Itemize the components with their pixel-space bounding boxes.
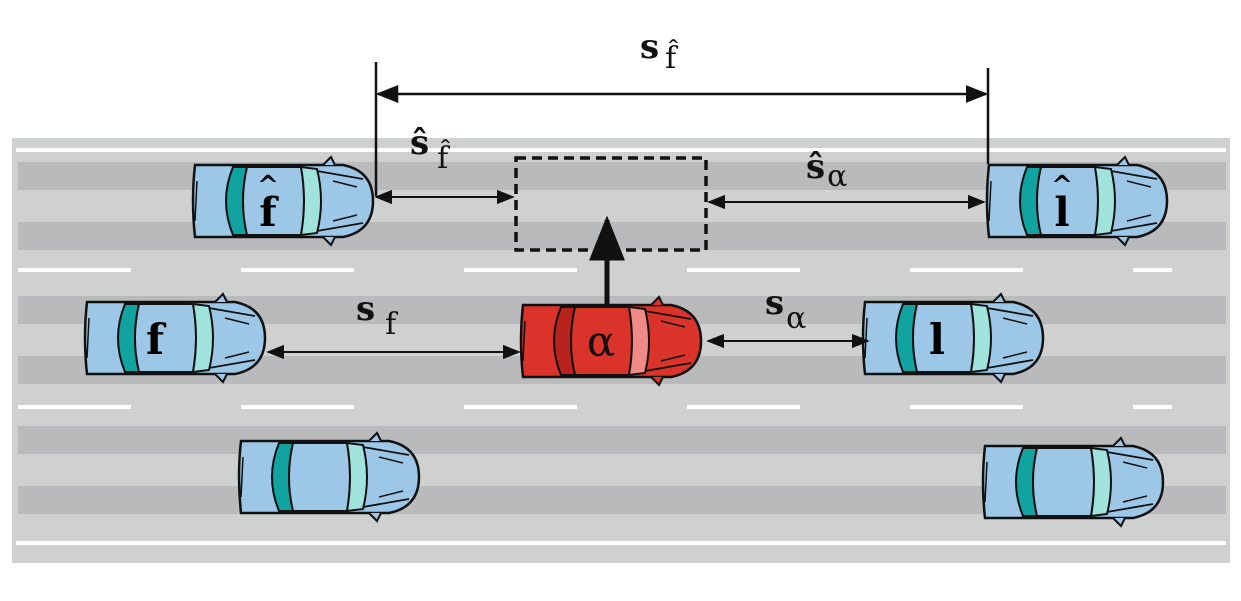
current-leader-gap-label: sα (765, 283, 806, 334)
target-leader-gap-label: ŝα (806, 147, 847, 192)
current-follower-gap-label-main: s (356, 289, 376, 329)
target-leader-gap-label-main: ŝ (806, 147, 826, 187)
other-car (237, 431, 421, 523)
total-gap-label-sub: f̂ (665, 41, 677, 76)
target-follower-car (191, 155, 375, 247)
car-label-current-follower: f (146, 315, 167, 364)
current-leader-car (861, 292, 1045, 384)
car-label-target-leader: l (1054, 189, 1069, 236)
target-leader-gap-label-sub: α (827, 159, 848, 194)
car-label-ego: α (587, 317, 615, 366)
target-leader-car (985, 155, 1169, 247)
car-label-current-leader: l (929, 315, 945, 364)
target-follower-gap-label: ŝ f̂ (410, 123, 448, 174)
other-car (981, 436, 1165, 528)
hat-icon: ^ (1051, 171, 1073, 201)
car-label-target-follower: f (259, 189, 279, 236)
hat-icon: ^ (257, 171, 279, 201)
total-gap-label-main: s (640, 27, 660, 67)
current-leader-gap-label-main: s (765, 283, 785, 323)
target-follower-gap-label-sub: f̂ (437, 141, 449, 176)
target-follower-gap-label-main: ŝ (410, 123, 430, 163)
current-follower-car (83, 292, 267, 384)
current-follower-gap-label-sub: f (385, 307, 397, 342)
current-leader-gap-label-sub: α (786, 301, 807, 336)
total-gap-label: s f̂ (640, 27, 676, 74)
